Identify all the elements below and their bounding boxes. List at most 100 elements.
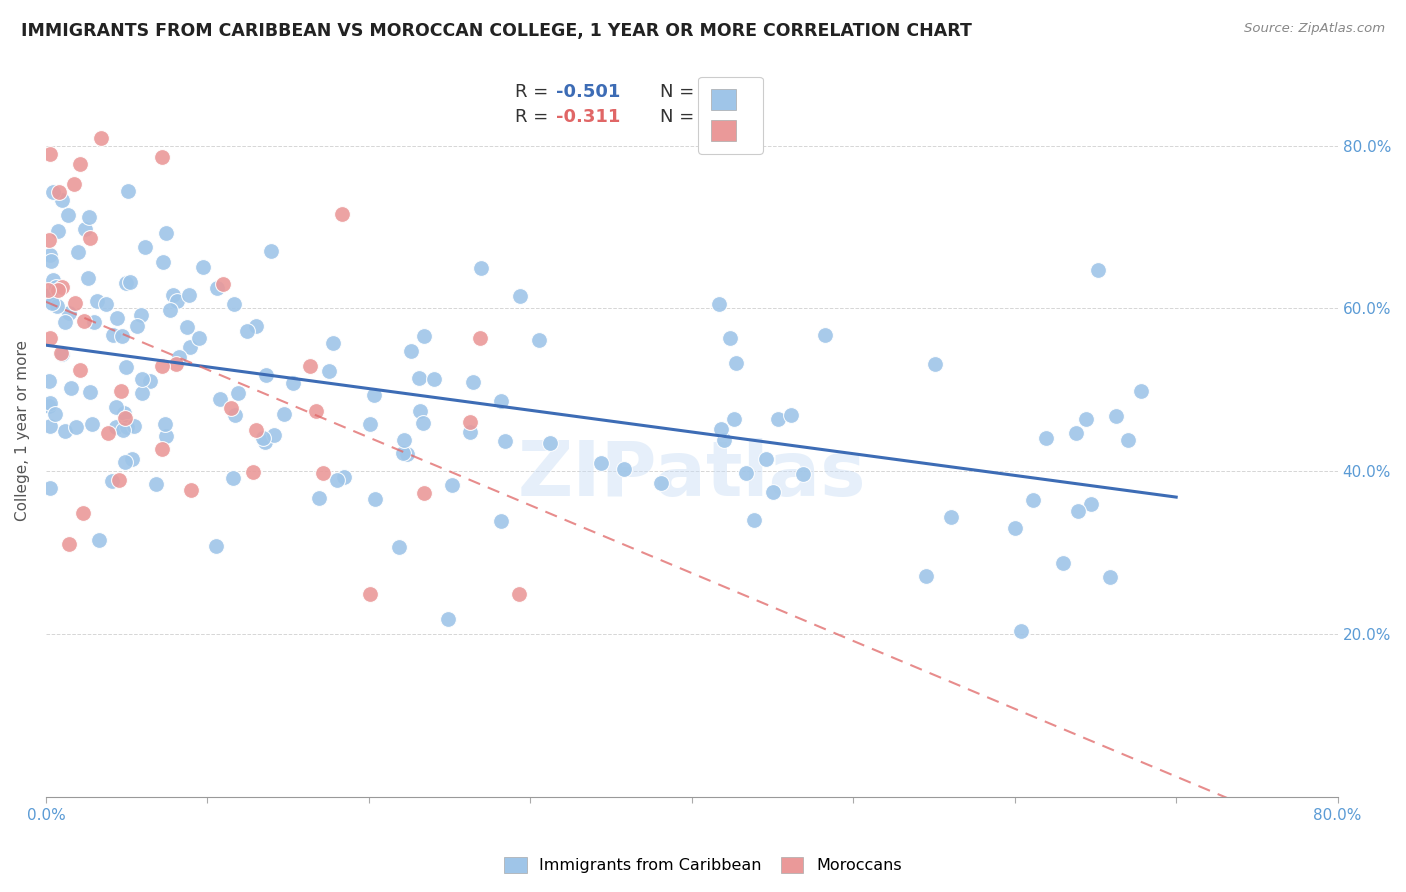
Point [103, 327, 125, 342]
Point [121, 451, 143, 466]
Point [1080, 498, 1102, 512]
Point [42, 273, 65, 287]
Point [529, 333, 551, 347]
Point [713, 433, 735, 447]
Point [105, 310, 128, 325]
Point [77, 210, 100, 224]
Point [212, 277, 235, 292]
Point [326, 473, 349, 487]
Point [413, 328, 436, 343]
Point [131, 372, 153, 386]
Point [122, 418, 145, 433]
Point [176, 319, 198, 334]
Point [235, 324, 257, 338]
Point [110, 384, 132, 398]
Y-axis label: College, 1 year or more: College, 1 year or more [15, 340, 30, 521]
Point [399, 344, 422, 359]
Point [150, 442, 173, 457]
Point [38, 399, 60, 413]
Legend: , : , [697, 77, 763, 153]
Point [111, 329, 134, 343]
Point [330, 207, 353, 221]
Point [224, 408, 246, 422]
Point [191, 260, 214, 275]
Point [73, 314, 96, 328]
Point [441, 478, 464, 492]
Point [208, 392, 231, 406]
Point [56, 209, 79, 223]
Point [97, 426, 120, 441]
Point [312, 466, 335, 480]
Point [205, 280, 228, 294]
Point [494, 434, 516, 448]
Point [45, 279, 67, 293]
Point [108, 473, 131, 487]
Point [87, 533, 110, 547]
Text: -0.501: -0.501 [557, 83, 620, 101]
Point [96, 297, 118, 311]
Point [305, 404, 328, 418]
Point [49, 346, 72, 360]
Point [1087, 263, 1109, 277]
Point [41, 296, 63, 310]
Point [308, 491, 330, 506]
Point [39, 254, 62, 268]
Point [333, 470, 356, 484]
Point [38, 147, 60, 161]
Point [412, 416, 434, 430]
Text: IMMIGRANTS FROM CARIBBEAN VS MOROCCAN COLLEGE, 1 YEAR OR MORE CORRELATION CHART: IMMIGRANTS FROM CARIBBEAN VS MOROCCAN CO… [21, 22, 972, 40]
Point [115, 360, 138, 375]
Point [914, 569, 936, 583]
Point [1010, 624, 1032, 639]
Point [299, 359, 322, 374]
Point [72, 507, 94, 521]
Point [150, 359, 173, 373]
Point [166, 294, 188, 309]
Point [1099, 570, 1122, 584]
Point [51, 194, 73, 208]
Point [79, 385, 101, 400]
Point [509, 289, 531, 303]
Point [51, 347, 73, 361]
Point [150, 150, 173, 164]
Point [37, 283, 59, 297]
Point [470, 331, 492, 345]
Point [363, 387, 385, 401]
Point [718, 331, 741, 345]
Point [155, 417, 177, 431]
Point [1052, 556, 1074, 570]
Point [245, 319, 267, 334]
Point [165, 357, 187, 371]
Point [224, 296, 246, 310]
Point [38, 481, 60, 495]
Point [359, 587, 381, 601]
Point [138, 374, 160, 388]
Point [1064, 425, 1087, 440]
Point [1116, 433, 1139, 447]
Point [413, 485, 436, 500]
Point [46, 283, 69, 297]
Point [460, 425, 482, 439]
Point [134, 240, 156, 254]
Point [924, 357, 946, 371]
Point [90, 131, 112, 145]
Point [67, 244, 90, 259]
Point [470, 260, 492, 275]
Point [408, 371, 430, 385]
Point [179, 340, 201, 354]
Point [114, 455, 136, 469]
Point [491, 514, 513, 528]
Point [177, 288, 200, 302]
Point [115, 277, 138, 291]
Point [322, 335, 344, 350]
Point [318, 364, 340, 378]
Point [159, 302, 181, 317]
Point [155, 429, 177, 443]
Text: R =: R = [515, 83, 554, 101]
Legend: Immigrants from Caribbean, Moroccans: Immigrants from Caribbean, Moroccans [498, 850, 908, 880]
Point [77, 271, 100, 285]
Point [38, 287, 60, 301]
Point [155, 226, 177, 240]
Point [762, 484, 785, 499]
Text: ZIPatlas: ZIPatlas [517, 438, 866, 512]
